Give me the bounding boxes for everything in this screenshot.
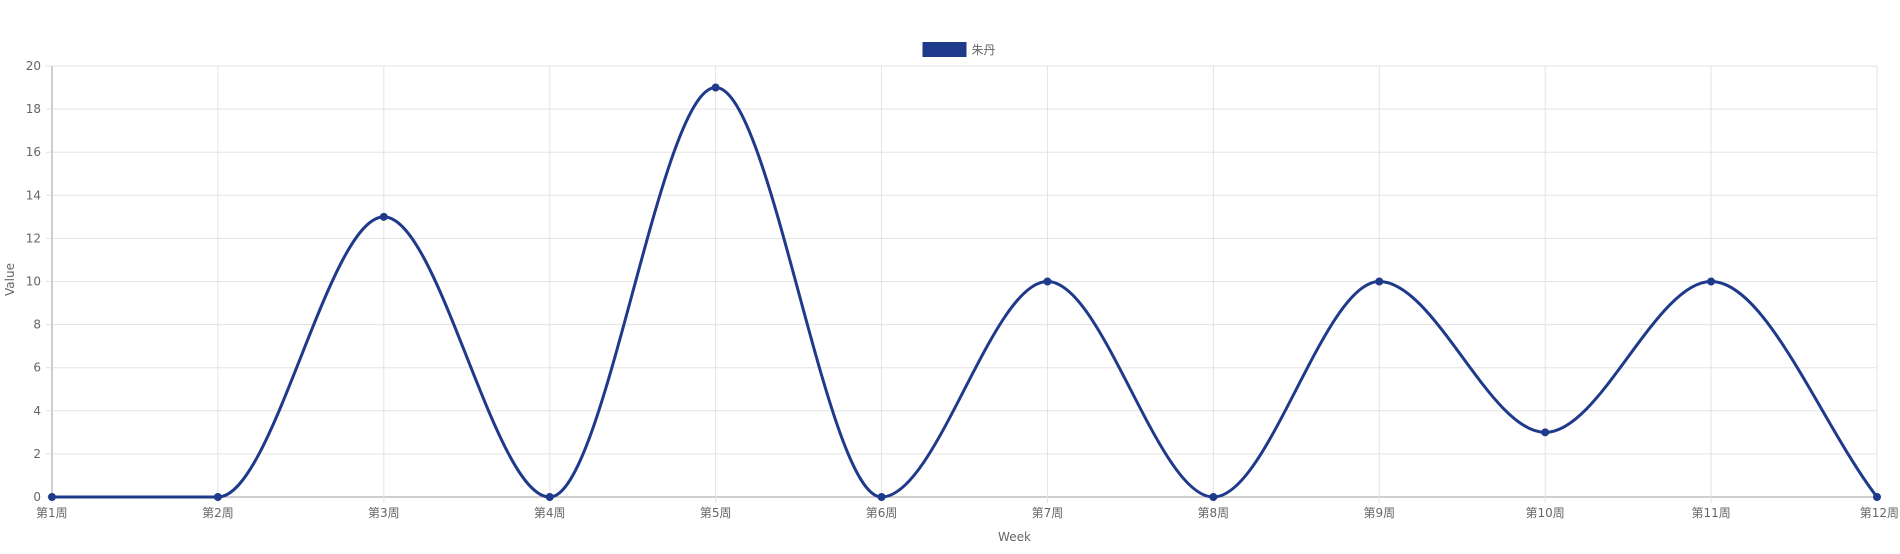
data-point[interactable] bbox=[1375, 277, 1384, 286]
y-tick-label: 6 bbox=[33, 361, 41, 375]
data-point[interactable] bbox=[48, 493, 56, 501]
data-point[interactable] bbox=[213, 493, 222, 501]
y-tick-label: 16 bbox=[26, 145, 41, 159]
data-point[interactable] bbox=[1209, 493, 1218, 501]
x-tick-label: 第11周 bbox=[1691, 506, 1730, 520]
legend-swatch[interactable] bbox=[922, 42, 967, 57]
y-tick-label: 8 bbox=[33, 318, 41, 332]
y-tick-label: 20 bbox=[26, 59, 41, 73]
data-point[interactable] bbox=[545, 493, 554, 501]
y-tick-label: 4 bbox=[33, 404, 41, 418]
legend-label[interactable]: 朱丹 bbox=[972, 43, 996, 57]
data-points bbox=[48, 83, 1881, 501]
data-point[interactable] bbox=[1873, 493, 1881, 501]
axes: 0 2 4 6 8 10 12 14 16 18 20 第1周 第2周 第3周 第4周 第5周 第6周 第7周 第8… bbox=[26, 59, 1899, 520]
data-point[interactable] bbox=[379, 212, 388, 221]
series-line[interactable] bbox=[52, 86, 1879, 499]
x-tick-label: 第1周 bbox=[36, 506, 68, 520]
data-point[interactable] bbox=[711, 83, 720, 92]
x-tick-label: 第10周 bbox=[1526, 506, 1565, 520]
x-tick-label: 第6周 bbox=[866, 506, 898, 520]
data-point[interactable] bbox=[1541, 428, 1550, 437]
x-tick-label: 第4周 bbox=[534, 506, 566, 520]
legend[interactable]: 朱丹 bbox=[922, 42, 996, 57]
data-point[interactable] bbox=[1707, 277, 1716, 286]
series-lines bbox=[52, 86, 1879, 499]
y-tick-label: 10 bbox=[26, 275, 41, 289]
x-tick-label: 第3周 bbox=[368, 506, 400, 520]
x-tick-label: 第5周 bbox=[700, 506, 732, 520]
y-axis-title: Value bbox=[3, 263, 17, 296]
x-axis-title: Week bbox=[998, 530, 1031, 544]
grid-lines bbox=[46, 65, 1878, 503]
x-tick-label: 第2周 bbox=[202, 506, 234, 520]
data-point[interactable] bbox=[877, 493, 886, 501]
y-tick-label: 14 bbox=[26, 188, 41, 202]
x-tick-label: 第8周 bbox=[1198, 506, 1230, 520]
y-tick-label: 12 bbox=[26, 231, 41, 245]
x-tick-label: 第7周 bbox=[1032, 506, 1064, 520]
y-tick-label: 0 bbox=[33, 490, 41, 504]
x-tick-label: 第9周 bbox=[1363, 506, 1395, 520]
data-point[interactable] bbox=[1043, 277, 1052, 286]
y-tick-label: 2 bbox=[33, 447, 41, 461]
y-tick-label: 18 bbox=[26, 102, 41, 116]
x-tick-label: 第12周 bbox=[1860, 506, 1899, 520]
